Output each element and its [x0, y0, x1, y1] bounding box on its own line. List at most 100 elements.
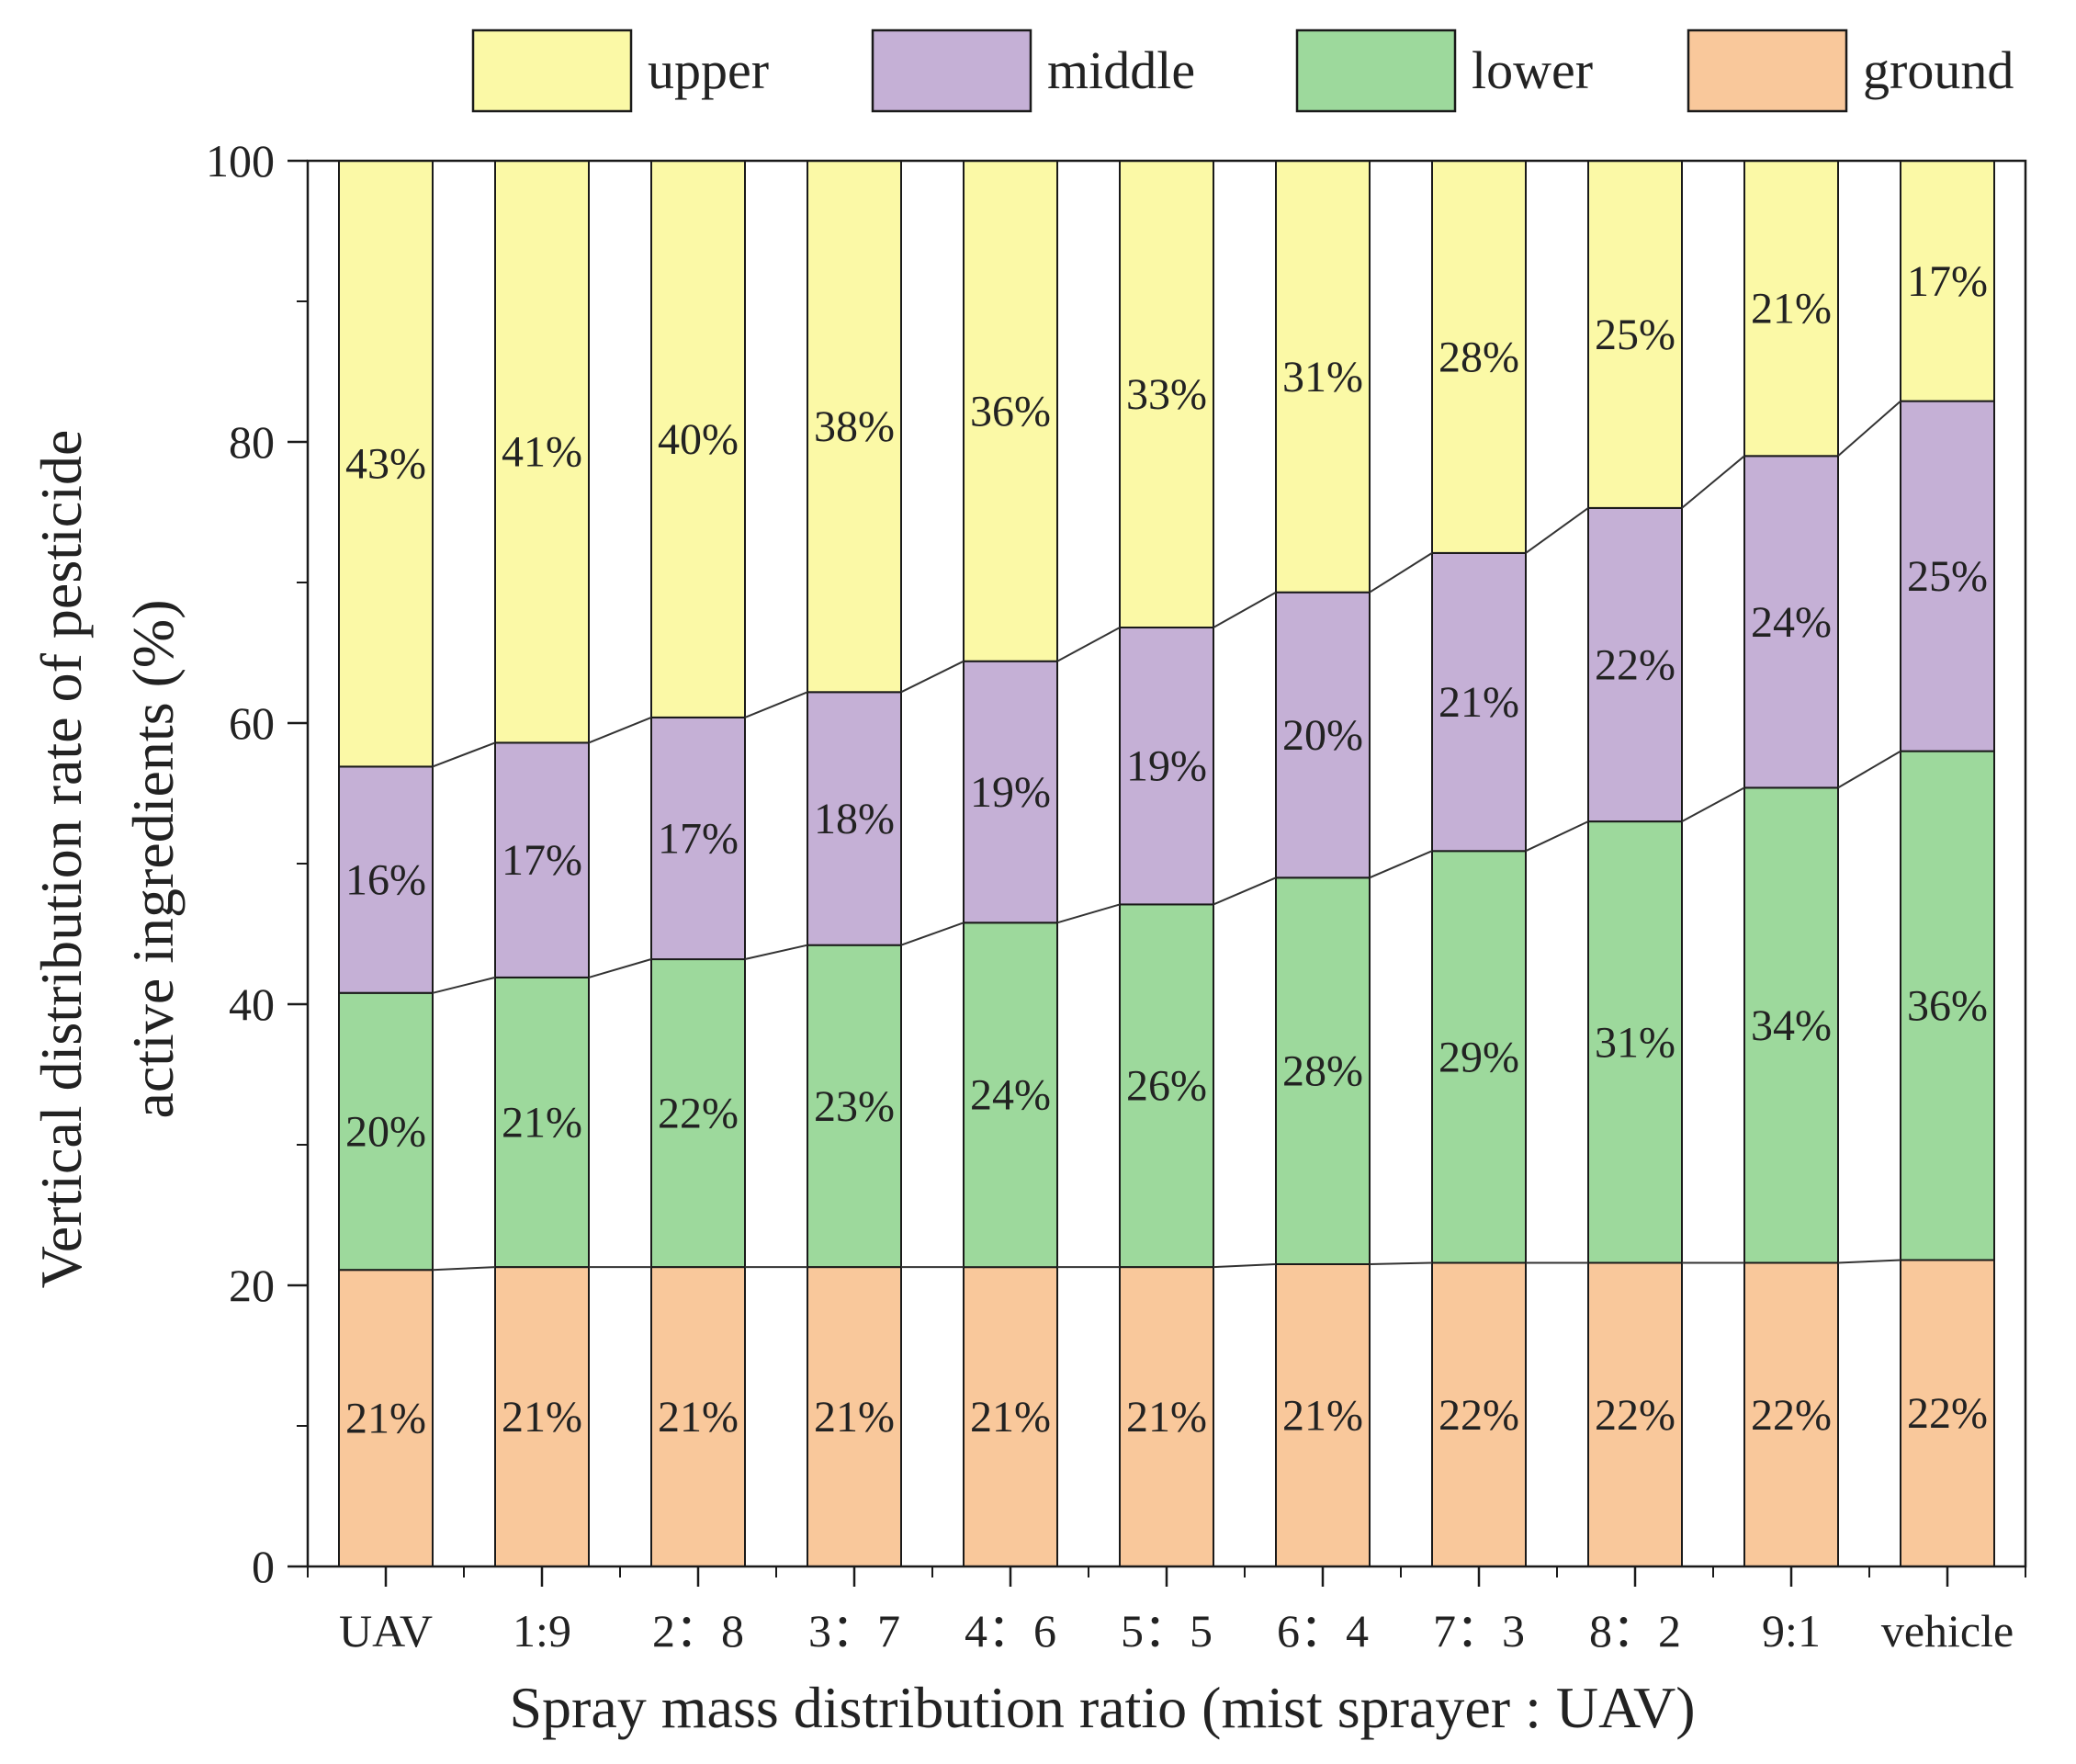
y-tick-label-40: 40 — [229, 978, 275, 1030]
data-label-lower-3: 23% — [814, 1082, 895, 1131]
x-tick-label-1: 1:9 — [513, 1605, 571, 1657]
legend-swatch-ground — [1687, 28, 1848, 113]
connector-middle-5 — [1213, 591, 1277, 628]
legend-label-ground: ground — [1863, 40, 2014, 100]
bar-upper-4 — [963, 160, 1058, 662]
connector-lower-3 — [900, 922, 965, 946]
data-label-lower-9: 34% — [1751, 1001, 1832, 1050]
y-tick-label-20: 20 — [229, 1260, 275, 1311]
bar-lower-9 — [1743, 786, 1839, 1264]
data-label-ground-2: 21% — [658, 1393, 739, 1442]
bar-ground-1 — [494, 1266, 590, 1567]
data-label-upper-6: 31% — [1282, 353, 1363, 401]
bar-lower-10 — [1900, 750, 1995, 1261]
data-label-middle-0: 16% — [345, 856, 426, 905]
data-label-upper-8: 25% — [1595, 311, 1675, 359]
data-label-upper-4: 36% — [970, 387, 1051, 435]
data-label-ground-6: 21% — [1282, 1392, 1363, 1441]
bar-lower-6 — [1275, 876, 1371, 1265]
bar-ground-0 — [338, 1269, 434, 1567]
x-tick-label-6: 6：4 — [1277, 1605, 1369, 1657]
data-label-middle-4: 19% — [970, 768, 1051, 817]
data-label-middle-7: 21% — [1439, 678, 1519, 727]
data-label-lower-0: 20% — [345, 1108, 426, 1157]
bar-ground-7 — [1431, 1261, 1527, 1567]
legend: upper middle lower ground — [471, 28, 2014, 113]
bar-lower-1 — [494, 976, 590, 1269]
legend-swatch-middle — [871, 28, 1032, 113]
connector-ground-0 — [432, 1266, 496, 1272]
bar-ground-8 — [1587, 1261, 1683, 1567]
connector-lower-8 — [1681, 786, 1745, 822]
data-label-upper-10: 17% — [1907, 257, 1988, 306]
connector-lower-5 — [1213, 876, 1277, 906]
connector-lines — [432, 400, 1901, 1272]
connector-ground-5 — [1213, 1263, 1277, 1269]
data-label-lower-7: 29% — [1439, 1033, 1519, 1081]
bar-lower-4 — [963, 922, 1058, 1269]
bar-upper-6 — [1275, 160, 1371, 594]
data-label-middle-2: 17% — [658, 815, 739, 864]
data-label-ground-8: 22% — [1595, 1391, 1675, 1440]
data-label-lower-8: 31% — [1595, 1018, 1675, 1067]
bar-middle-3 — [807, 691, 902, 946]
bar-lower-8 — [1587, 820, 1683, 1264]
x-tick-label-3: 3：7 — [808, 1605, 900, 1657]
bar-upper-10 — [1900, 160, 1995, 402]
legend-swatch-lower — [1295, 28, 1457, 113]
legend-label-upper: upper — [648, 40, 769, 100]
bars — [338, 160, 1995, 1567]
data-label-ground-10: 22% — [1907, 1389, 1988, 1438]
data-label-lower-5: 26% — [1126, 1062, 1207, 1111]
x-tick-label-5: 5：5 — [1121, 1605, 1213, 1657]
connector-lower-1 — [588, 958, 652, 978]
bar-middle-4 — [963, 660, 1058, 924]
bar-middle-2 — [650, 716, 746, 961]
data-label-upper-5: 33% — [1126, 370, 1207, 419]
y-axis-title-line-1: Vertical distribution rate of pesticide — [28, 430, 94, 1289]
data-label-upper-1: 41% — [502, 428, 582, 477]
connector-middle-9 — [1837, 400, 1901, 458]
bar-upper-8 — [1587, 160, 1683, 509]
y-axis-title-line-2: active ingredients (%) — [120, 599, 186, 1118]
connector-middle-0 — [432, 741, 496, 768]
x-tick-label-8: 8：2 — [1589, 1605, 1681, 1657]
data-label-ground-3: 21% — [814, 1393, 895, 1442]
data-label-upper-3: 38% — [814, 402, 895, 451]
data-label-middle-1: 17% — [502, 836, 582, 885]
x-tick-label-7: 7：3 — [1433, 1605, 1525, 1657]
data-labels: 21% 20% 16% 43% 21% 21% 17% 41% 21% 22% 17% 40% 21% 2… — [345, 257, 1988, 1443]
connector-lower-4 — [1056, 903, 1121, 924]
bar-upper-0 — [338, 160, 434, 768]
y-tick-label-100: 100 — [206, 135, 275, 187]
bar-upper-9 — [1743, 160, 1839, 458]
connector-lower-2 — [744, 944, 808, 960]
connector-ground-6 — [1369, 1261, 1433, 1265]
data-label-upper-7: 28% — [1439, 333, 1519, 381]
x-tick-label-0: UAV — [339, 1605, 433, 1657]
bar-ground-9 — [1743, 1261, 1839, 1567]
data-label-middle-6: 20% — [1282, 711, 1363, 760]
bar-ground-3 — [807, 1266, 902, 1567]
y-tick-label-80: 80 — [229, 416, 275, 468]
data-label-lower-2: 22% — [658, 1090, 739, 1138]
data-label-ground-7: 22% — [1439, 1391, 1519, 1440]
x-tick-label-9: 9:1 — [1762, 1605, 1821, 1657]
bar-ground-6 — [1275, 1263, 1371, 1567]
connector-middle-8 — [1681, 455, 1745, 509]
data-label-middle-9: 24% — [1751, 598, 1832, 647]
bar-middle-8 — [1587, 506, 1683, 823]
bar-middle-1 — [494, 741, 590, 978]
data-label-middle-8: 22% — [1595, 641, 1675, 690]
y-tick-label-60: 60 — [229, 697, 275, 749]
data-label-lower-10: 36% — [1907, 982, 1988, 1031]
bar-lower-0 — [338, 991, 434, 1272]
bar-upper-7 — [1431, 160, 1527, 554]
connector-middle-6 — [1369, 552, 1433, 594]
connector-lower-6 — [1369, 850, 1433, 879]
bar-upper-3 — [807, 160, 902, 694]
data-label-middle-5: 19% — [1126, 742, 1207, 791]
data-label-lower-1: 21% — [502, 1099, 582, 1148]
data-label-ground-4: 21% — [970, 1393, 1051, 1442]
